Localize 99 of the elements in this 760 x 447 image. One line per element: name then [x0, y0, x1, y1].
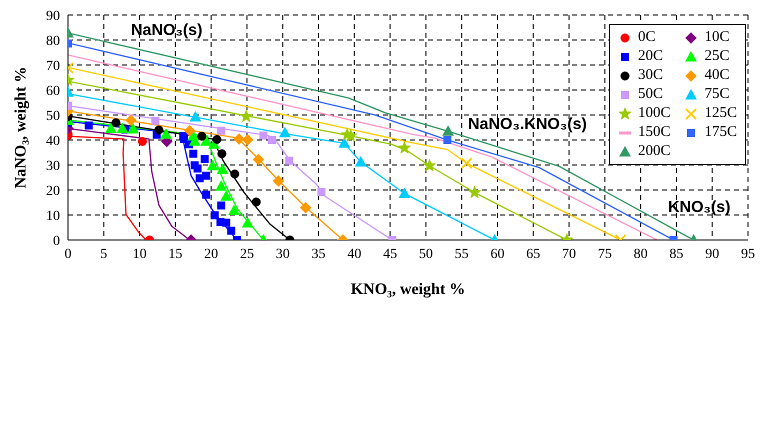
point	[252, 198, 261, 206]
point	[196, 174, 204, 182]
point	[398, 188, 410, 198]
x-tick-label: 55	[454, 246, 469, 262]
point	[217, 126, 226, 135]
point	[200, 136, 212, 146]
annotation: KNO₃(s)	[668, 199, 731, 217]
x-tick-label: 30	[276, 246, 290, 262]
y-tick-label: 30	[46, 158, 60, 174]
point	[160, 128, 172, 139]
point	[197, 132, 206, 141]
point	[423, 159, 436, 172]
point	[207, 160, 218, 170]
point	[285, 156, 294, 165]
point	[398, 141, 411, 154]
legend-label: 200C	[638, 143, 670, 160]
y-axis-title: NaNO₃, weight %	[12, 66, 30, 188]
x-tick-label: 35	[312, 246, 326, 262]
x-tick-label: 90	[705, 246, 720, 262]
point	[300, 202, 312, 214]
legend-label: 0C	[638, 29, 656, 46]
y-tick-label: 10	[46, 208, 60, 224]
point	[217, 149, 226, 158]
legend-label: 150C	[638, 124, 670, 141]
point	[220, 190, 232, 201]
point	[184, 125, 196, 136]
y-tick-label: 70	[46, 58, 60, 74]
annotation: NaNO₃(s)	[131, 22, 202, 40]
point	[268, 136, 276, 144]
y-tick-label: 40	[46, 134, 60, 149]
point	[116, 123, 128, 133]
point	[259, 132, 268, 140]
x-tick-label: 75	[598, 246, 612, 262]
x-tick-label: 50	[418, 246, 433, 262]
point	[242, 134, 254, 146]
legend-label: 40C	[704, 67, 730, 84]
point	[234, 134, 245, 144]
x-tick-label: 85	[669, 246, 684, 262]
legend-label: 25C	[704, 48, 730, 65]
x-tick-label: 20	[204, 246, 218, 262]
point	[200, 155, 209, 163]
point	[279, 127, 290, 138]
x-axis-title: KNO₃, weight %	[350, 281, 466, 298]
point	[190, 112, 201, 122]
point	[242, 218, 254, 228]
point	[154, 126, 164, 134]
point	[111, 118, 120, 128]
point	[240, 110, 253, 122]
legend-label: 20C	[638, 48, 663, 65]
x-tick-label: 80	[634, 246, 648, 262]
y-tick-label: 50	[46, 108, 60, 124]
legend-label: 100C	[638, 105, 670, 122]
y-tick-label: 60	[46, 84, 60, 99]
x-tick-label: 25	[240, 246, 254, 262]
point	[217, 164, 228, 174]
point	[338, 138, 350, 148]
point	[202, 190, 210, 199]
legend-label: 30C	[638, 67, 663, 84]
x-tick-label: 15	[168, 246, 182, 262]
x-tick-label: 95	[741, 246, 755, 262]
x-tick-label: 0	[64, 246, 72, 262]
x-tick-label: 10	[132, 246, 147, 262]
annotation: NaNO₃.KNO₃(s)	[468, 116, 587, 134]
legend-label: 175C	[704, 124, 737, 141]
y-tick-label: 20	[46, 184, 60, 199]
x-tick-label: 45	[383, 246, 398, 262]
x-tick-label: 65	[526, 246, 540, 262]
point	[105, 123, 116, 133]
legend-label: 10C	[704, 29, 730, 46]
point	[317, 188, 326, 196]
y-tick-label: 80	[46, 34, 60, 49]
point	[217, 202, 226, 210]
x-tick-label: 40	[347, 246, 362, 262]
point	[151, 116, 160, 125]
point	[125, 114, 136, 126]
point	[210, 211, 219, 220]
legend-label: 75C	[704, 86, 730, 103]
point	[468, 186, 481, 198]
x-tick-label: 5	[100, 246, 108, 262]
point	[443, 136, 452, 144]
point	[252, 154, 264, 165]
y-tick-label: 90	[46, 8, 60, 24]
x-tick-label: 60	[490, 246, 504, 262]
point	[189, 150, 198, 158]
point	[222, 218, 230, 227]
point	[84, 122, 93, 130]
legend-label: 125C	[704, 105, 737, 122]
point	[228, 205, 240, 215]
y-tick-label: 0	[53, 234, 60, 249]
x-tick-label: 70	[562, 246, 576, 262]
point	[212, 135, 222, 144]
point	[355, 156, 366, 166]
point	[216, 180, 227, 191]
point	[194, 164, 202, 172]
point	[272, 176, 284, 186]
point	[230, 170, 240, 178]
point	[227, 226, 236, 235]
legend-label: 50C	[638, 86, 663, 103]
point	[128, 124, 139, 134]
